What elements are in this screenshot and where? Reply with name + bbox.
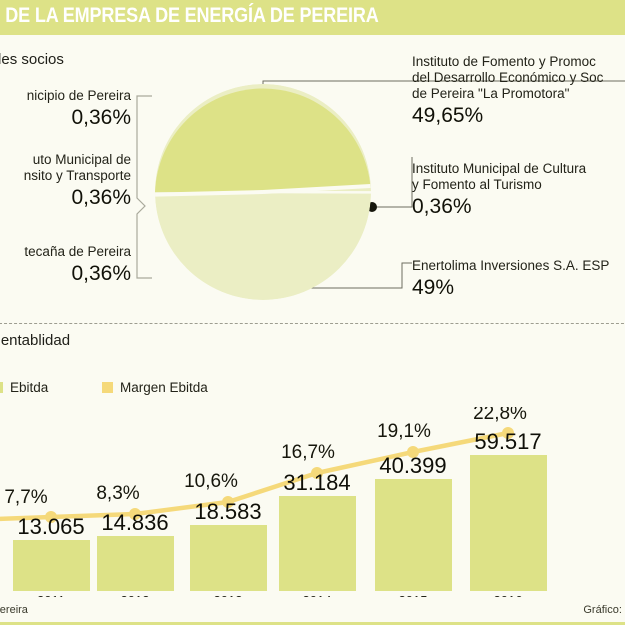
- bar-2014: [279, 496, 356, 591]
- xtick-2014: 2014: [303, 593, 332, 597]
- ebitda-label-2011: 13.065: [17, 514, 84, 539]
- xtick-2011: 2011: [37, 593, 65, 597]
- shareholder-value: 49%: [412, 276, 455, 299]
- footer-source-label: a de Pereira: [0, 604, 28, 616]
- line-point-2011: [45, 511, 57, 523]
- shareholder-name-line3: de Pereira "La Promotora": [412, 86, 570, 101]
- margen-label-2014: 16,7%: [281, 442, 335, 463]
- shareholder-name: nicipio de Pereira: [26, 88, 131, 103]
- rentabilidad-chart-svg: 7,7% 8,3% 10,6% 16,7% 19,1% 22,8% 13.065…: [0, 407, 547, 597]
- bar-2016: [470, 455, 547, 591]
- xtick-2015: 2015: [399, 593, 428, 597]
- shareholder-name: Enertolima Inversiones S.A. ESP: [412, 258, 610, 273]
- shareholder-value: 49,65%: [412, 104, 484, 127]
- shareholder-name-line1: Instituto de Fomento y Promoc: [412, 54, 596, 69]
- shareholder-label-municipio: nicipio de Pereira 0,36%: [0, 88, 131, 130]
- margen-label-2012: 8,3%: [96, 483, 139, 504]
- bar-2013: [190, 525, 267, 591]
- legend-item-ebitda: Ebitda: [0, 380, 48, 395]
- ebitda-label-2012: 14.836: [101, 510, 168, 535]
- pie-svg: [155, 84, 371, 300]
- infographic-body: ipales socios: [0, 35, 625, 608]
- shareholder-value: 0,36%: [412, 195, 472, 218]
- line-point-2016: [502, 427, 514, 439]
- shareholder-name-line2: del Desarrollo Económico y Soc: [412, 70, 604, 85]
- ebitda-label-2016: 59.517: [474, 429, 541, 454]
- shareholder-value: 0,36%: [71, 262, 131, 285]
- line-point-2015: [407, 446, 419, 458]
- header-band: CIÓN DE LA EMPRESA DE ENERGÍA DE PEREIRA: [0, 0, 625, 35]
- pie-slice-promotora: [155, 88, 371, 192]
- bar-2015: [375, 479, 452, 591]
- legend-swatch-icon: [0, 382, 3, 393]
- xtick-2013: 2013: [214, 593, 243, 597]
- bar-2012: [97, 536, 174, 591]
- xtick-2016: 2016: [494, 593, 523, 597]
- margen-label-2013: 10,6%: [184, 471, 238, 492]
- footer-credit-label: Gráfico: LR: [583, 604, 625, 616]
- page-title: CIÓN DE LA EMPRESA DE ENERGÍA DE PEREIRA: [0, 4, 379, 27]
- shareholder-name-line2: nsito y Transporte: [23, 168, 131, 183]
- pie-gap-left: [155, 190, 264, 197]
- footer-rule: [0, 622, 625, 625]
- shareholder-name-line2: y Fomento al Turismo: [412, 177, 542, 192]
- ebitda-label-2015: 40.399: [379, 453, 446, 478]
- shareholder-label-cultura: Instituto Municipal de Cultura y Fomento…: [412, 161, 586, 219]
- rentabilidad-section-heading: Rentablidad: [0, 332, 71, 349]
- ebitda-label-2014: 31.184: [283, 470, 350, 495]
- shareholder-name-line1: uto Municipal de: [32, 152, 131, 167]
- legend-label: Margen Ebitda: [120, 380, 208, 395]
- shareholder-name: tecaña de Pereira: [24, 244, 131, 259]
- shareholder-value: 0,36%: [71, 106, 131, 129]
- margen-label-2015: 19,1%: [377, 421, 431, 442]
- shareholder-value: 0,36%: [71, 186, 131, 209]
- margen-label-2016: 22,8%: [473, 407, 527, 424]
- ownership-pie-chart: [153, 82, 373, 302]
- bar-2011: [13, 540, 90, 591]
- legend-swatch-icon: [102, 382, 113, 393]
- xtick-2012: 2012: [121, 593, 150, 597]
- section-divider: [0, 323, 625, 324]
- shareholder-label-promotora: Instituto de Fomento y Promoc del Desarr…: [412, 54, 603, 128]
- margen-label-2011: 7,7%: [4, 487, 47, 508]
- legend-item-margen-ebitda: Margen Ebitda: [102, 380, 208, 395]
- footer: a de Pereira Gráfico: LR: [0, 600, 625, 625]
- shareholder-label-matecana: tecaña de Pereira 0,36%: [0, 244, 131, 286]
- line-point-2012: [129, 508, 141, 520]
- socios-section-heading: ipales socios: [0, 51, 64, 68]
- shareholder-label-enertolima: Enertolima Inversiones S.A. ESP 49%: [412, 258, 609, 300]
- line-point-2014: [311, 467, 323, 479]
- rentabilidad-chart: 7,7% 8,3% 10,6% 16,7% 19,1% 22,8% 13.065…: [0, 407, 625, 597]
- shareholder-name-line1: Instituto Municipal de Cultura: [412, 161, 587, 176]
- shareholder-label-transito: uto Municipal de nsito y Transporte 0,36…: [0, 152, 131, 210]
- legend-label: Ebitda: [10, 380, 49, 395]
- ebitda-label-2013: 18.583: [194, 499, 261, 524]
- line-point-2013: [222, 496, 234, 508]
